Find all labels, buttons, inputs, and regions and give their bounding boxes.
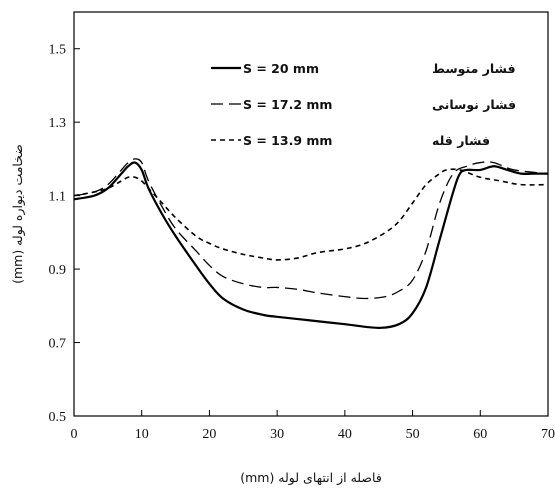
legend-label-3: S = 13.9 mm (243, 133, 332, 148)
plot-area (73, 11, 549, 417)
y-tick-label: 1.3 (49, 116, 67, 131)
legend-label-2: S = 17.2 mm (243, 97, 332, 112)
legend-label-1: S = 20 mm (243, 61, 319, 76)
y-axis-ticks: 0.5 0.7 0.9 1.1 1.3 1.5 (49, 43, 80, 425)
x-tick-label: 50 (406, 427, 420, 442)
y-tick-label: 1.5 (49, 43, 67, 58)
x-tick-label: 10 (135, 427, 149, 442)
plot-frame (73, 11, 549, 417)
legend-name-3: فشار قله (432, 133, 490, 148)
x-tick-label: 20 (202, 427, 216, 442)
y-tick-label: 0.7 (49, 337, 67, 352)
series-line-3 (73, 168, 549, 261)
series-layer (73, 158, 549, 329)
x-axis-ticks: 0 10 20 30 40 50 60 70 (71, 410, 555, 442)
x-axis-title: فاصله از انتهای لوله (mm) (240, 470, 382, 486)
y-tick-label: 1.1 (49, 190, 67, 205)
y-axis-title: ضخامت دیواره لوله (mm) (10, 144, 26, 284)
x-tick-label: 60 (473, 427, 487, 442)
x-tick-label: 30 (270, 427, 284, 442)
series-line-1 (73, 161, 548, 329)
y-tick-label: 0.9 (49, 263, 67, 278)
legend: S = 20 mm فشار متوسط S = 17.2 mm فشار نوسان… (211, 61, 516, 148)
legend-name-1: فشار متوسط (432, 61, 516, 76)
y-tick-label: 0.5 (49, 410, 67, 425)
series-line-2 (73, 158, 549, 300)
x-tick-label: 70 (541, 427, 555, 442)
x-tick-label: 0 (71, 427, 78, 442)
legend-name-2: فشار نوسانی (432, 97, 516, 112)
x-tick-label: 40 (338, 427, 352, 442)
